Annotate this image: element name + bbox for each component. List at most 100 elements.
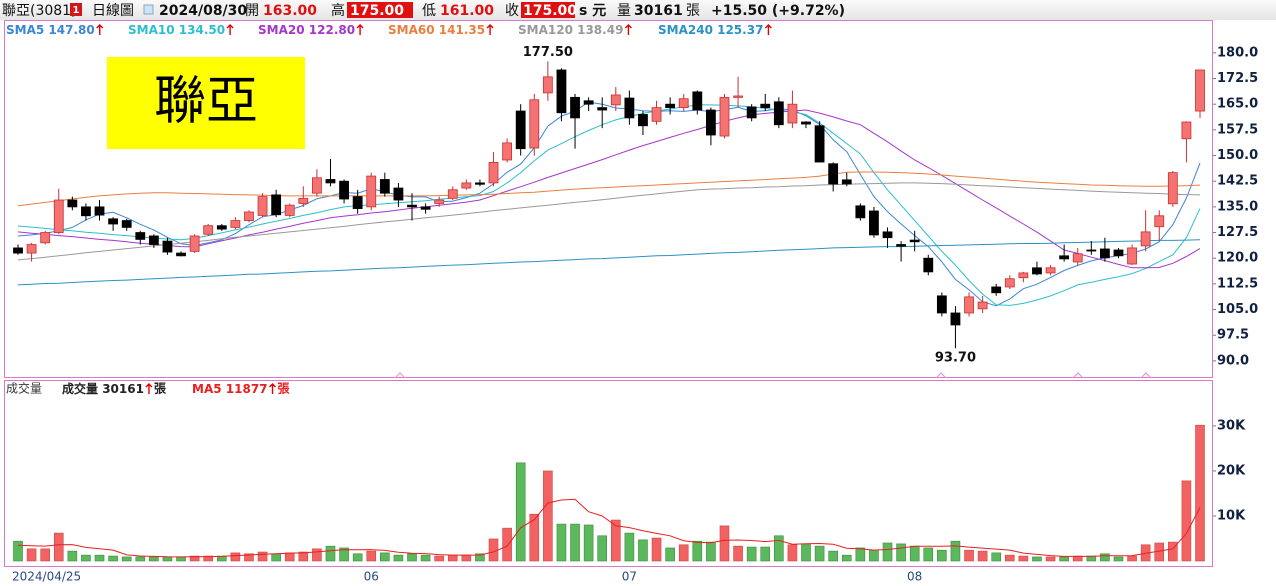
- volume-bar: [814, 545, 825, 562]
- candle-body: [135, 232, 146, 240]
- volume-bar: [502, 527, 512, 562]
- badge-box: [70, 3, 82, 16]
- candle-body: [475, 182, 485, 185]
- candle-body: [244, 211, 254, 221]
- volume-bar: [94, 554, 105, 562]
- legend-entry: SMA240 125.37: [658, 23, 763, 37]
- candle-body: [1154, 215, 1165, 228]
- legend-text: 134.50: [179, 23, 225, 37]
- candle-body: [570, 96, 580, 119]
- candle-body: [216, 225, 227, 230]
- y-tick-label: 10K: [1217, 508, 1246, 523]
- candle-body: [1167, 172, 1178, 205]
- candle-body: [162, 240, 173, 253]
- legend-text: 141.35: [439, 23, 485, 37]
- volume-bar: [950, 540, 961, 562]
- volume-bar: [1018, 555, 1029, 562]
- volume-bar: [298, 551, 309, 562]
- period[interactable]: 日線圖: [92, 3, 134, 19]
- volume-bar: [665, 547, 675, 562]
- volume-bar: [801, 543, 811, 562]
- legend-text: SMA120: [518, 23, 573, 37]
- volume-bar: [896, 543, 906, 562]
- volume-value: 30161: [634, 3, 683, 19]
- chart-title: 聯亞: [154, 72, 258, 132]
- candle-body: [909, 239, 920, 243]
- candle-body: [434, 199, 445, 204]
- low-key: 低: [422, 3, 436, 19]
- candle-body: [271, 194, 282, 216]
- legend-entry: SMA20 122.80: [258, 23, 355, 37]
- volume-bar: [284, 552, 295, 562]
- candle-body: [515, 110, 526, 150]
- candle-body: [1127, 247, 1137, 265]
- arrow-icon: [624, 24, 632, 35]
- volume-bar: [937, 549, 947, 562]
- volume-bar: [855, 547, 866, 562]
- open-key: 開: [245, 3, 259, 19]
- volume-bar: [230, 552, 241, 562]
- y-tick-label: 142.5: [1217, 174, 1258, 189]
- volume-bar: [570, 523, 580, 562]
- volume-bar: [162, 556, 173, 562]
- legend-text: SMA10: [128, 23, 175, 37]
- y-tick-label: 105.0: [1217, 302, 1258, 317]
- volume-bar: [977, 550, 988, 562]
- panel-title: 成交量: [6, 381, 42, 396]
- arrow-icon: [96, 24, 104, 35]
- candle-body: [176, 252, 186, 257]
- volume-bar: [1100, 553, 1110, 562]
- volume-bar: [624, 532, 635, 562]
- candle-body: [760, 103, 771, 109]
- volume-bar: [1181, 480, 1192, 562]
- candle-body: [1140, 231, 1151, 247]
- dropdown-icon[interactable]: [143, 4, 154, 15]
- candle-body: [746, 106, 757, 119]
- candle-body: [257, 196, 268, 216]
- candle-body: [447, 189, 458, 199]
- marker: [394, 372, 406, 379]
- volume-bar: [461, 554, 472, 562]
- volume-bar: [964, 549, 974, 562]
- candle-body: [801, 121, 811, 125]
- x-tick-label: 06: [364, 570, 379, 584]
- candle-body: [1045, 267, 1056, 274]
- candle-body: [94, 206, 105, 216]
- volume-bar: [434, 555, 444, 562]
- candle-body: [828, 163, 839, 185]
- candle-body: [542, 76, 553, 94]
- volume-bar: [244, 553, 254, 562]
- volume-bar: [923, 547, 934, 562]
- legend-entry: MA5 11877: [192, 382, 268, 396]
- signal-markers: [394, 372, 1152, 379]
- close-box: [521, 2, 575, 18]
- marker: [935, 372, 947, 379]
- candle-body: [692, 91, 703, 111]
- volume-bar: [271, 553, 281, 562]
- legend-text: SMA5: [6, 23, 44, 37]
- arrow-icon: [356, 24, 364, 35]
- y-tick-label: 150.0: [1217, 148, 1258, 163]
- candle-body: [1181, 121, 1192, 140]
- y-tick-label: 30K: [1217, 418, 1246, 433]
- volume-bar: [515, 462, 526, 562]
- candle-body: [1059, 255, 1070, 260]
- high-value: 175.00: [350, 3, 404, 19]
- currency: s 元: [579, 3, 606, 19]
- candle-body: [583, 100, 594, 105]
- candle-body: [1113, 249, 1124, 257]
- volume-bar: [760, 546, 771, 562]
- badge: 1: [73, 5, 80, 16]
- y-tick-label: 20K: [1217, 463, 1246, 478]
- ma-line: [17, 182, 1201, 261]
- volume-bar: [719, 525, 730, 562]
- candle-body: [26, 244, 37, 254]
- volume-bar: [189, 555, 200, 562]
- volume-bar: [40, 548, 50, 562]
- volume-bar: [121, 556, 132, 562]
- open-value: 163.00: [263, 3, 317, 19]
- legend-text: 125.37: [717, 23, 763, 37]
- legend-text: 122.80: [309, 23, 355, 37]
- candle-body: [624, 97, 635, 119]
- candle-body: [814, 125, 825, 163]
